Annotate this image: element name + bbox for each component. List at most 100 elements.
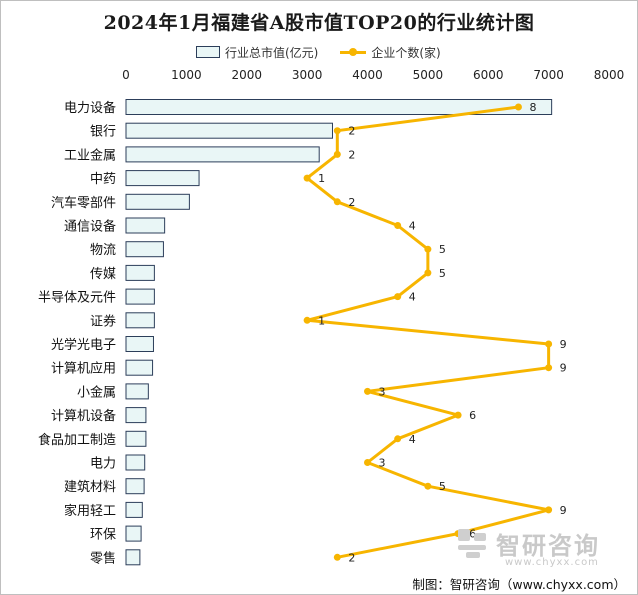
line-point: [364, 387, 371, 395]
line-point: [454, 411, 462, 419]
bar: [125, 170, 200, 187]
legend-bar-swatch: [196, 46, 220, 58]
line-point: [514, 103, 522, 111]
point-data-label: 8: [529, 101, 536, 114]
bar: [125, 264, 155, 281]
chart-legend: 行业总市值(亿元) 企业个数(家): [196, 43, 441, 61]
line-series: [305, 105, 551, 559]
x-tick-label: 7000: [533, 68, 564, 82]
bar: [125, 312, 155, 329]
chart-title: 2024年1月福建省A股市值TOP20的行业统计图: [103, 12, 535, 34]
point-data-label: 4: [409, 291, 416, 304]
category-label: 计算机设备: [51, 408, 116, 424]
category-label: 半导体及元件: [38, 291, 116, 306]
point-data-label: 9: [560, 362, 567, 375]
line-point: [394, 435, 402, 443]
category-label: 通信设备: [64, 219, 116, 235]
point-data-label: 4: [409, 433, 416, 446]
bar: [125, 359, 154, 376]
point-data-label: 9: [560, 338, 567, 351]
point-data-label: 2: [348, 125, 355, 138]
bar: [125, 454, 146, 471]
line-point: [303, 316, 311, 324]
category-label: 工业金属: [64, 147, 116, 163]
category-label: 证券: [90, 313, 116, 329]
bar: [125, 525, 142, 542]
category-label: 银行: [90, 125, 116, 140]
line-point: [364, 459, 371, 466]
category-label: 零售: [90, 550, 116, 566]
category-label: 物流: [90, 243, 116, 258]
category-label: 汽车零部件: [51, 195, 116, 211]
point-data-label: 4: [409, 220, 416, 233]
bar: [125, 122, 333, 139]
line-point: [303, 174, 311, 182]
source-note: 制图：智研咨询（www.chyxx.com）: [412, 577, 626, 592]
legend-line-swatch: [340, 47, 367, 57]
bar: [125, 336, 154, 352]
bar: [125, 146, 320, 163]
category-label: 建筑材料: [64, 479, 116, 495]
point-data-label: 9: [560, 504, 567, 517]
category-label: 电力: [90, 457, 116, 472]
bar: [125, 241, 164, 258]
bar: [125, 288, 155, 305]
bar: [125, 407, 147, 424]
bar: [125, 383, 149, 400]
x-tick-label: 0: [122, 68, 130, 82]
bar: [125, 501, 143, 518]
point-data-label: 2: [348, 551, 355, 564]
point-data-label: 3: [379, 457, 386, 470]
bar: [125, 430, 147, 447]
line-point: [333, 127, 341, 135]
line-point: [333, 553, 341, 561]
category-label: 食品加工制造: [38, 432, 116, 448]
category-label: 计算机应用: [51, 361, 116, 377]
category-label: 中药: [90, 172, 116, 187]
x-tick-label: 4000: [352, 68, 383, 82]
category-label: 环保: [90, 528, 116, 543]
point-data-label: 5: [439, 243, 446, 256]
x-tick-label: 1000: [171, 68, 202, 82]
point-data-label: 3: [379, 385, 386, 398]
line-point: [333, 150, 341, 158]
line-point: [545, 340, 553, 348]
bar: [125, 549, 141, 566]
line-point: [424, 269, 432, 277]
point-data-label: 5: [439, 267, 446, 280]
brand-logo-icon: [458, 528, 488, 559]
legend-bar-label: 行业总市值(亿元): [225, 45, 319, 60]
bar: [125, 99, 553, 115]
point-data-label: 5: [439, 480, 446, 493]
line-point: [545, 506, 553, 514]
category-label: 传媒: [90, 267, 116, 282]
category-label: 家用轻工: [64, 503, 116, 519]
x-tick-label: 3000: [292, 68, 323, 82]
point-data-label: 1: [318, 314, 325, 327]
point-data-label: 6: [469, 528, 476, 541]
x-tick-label: 5000: [413, 68, 444, 82]
line-point: [545, 364, 553, 372]
line-point: [394, 222, 402, 229]
category-label: 小金属: [77, 384, 116, 400]
point-data-label: 1: [318, 172, 325, 185]
x-tick-label: 8000: [594, 68, 625, 82]
line-point: [394, 293, 402, 301]
line-point: [424, 482, 432, 490]
line-point: [424, 245, 432, 253]
watermark-brand: 智研咨询: [496, 532, 600, 560]
point-data-label: 2: [348, 148, 355, 161]
category-label: 电力设备: [64, 100, 116, 116]
watermark-url: www.chyxx.com: [505, 557, 599, 568]
bar: [125, 193, 190, 210]
point-data-label: 6: [469, 409, 476, 422]
bar: [125, 217, 166, 234]
line-point: [333, 198, 341, 206]
x-tick-label: 6000: [473, 68, 504, 82]
category-label: 光学光电子: [51, 337, 116, 353]
bar: [125, 478, 145, 495]
x-tick-label: 2000: [231, 68, 262, 82]
watermark-logo: 智研咨询: [458, 526, 600, 561]
legend-line-label: 企业个数(家): [371, 45, 441, 60]
